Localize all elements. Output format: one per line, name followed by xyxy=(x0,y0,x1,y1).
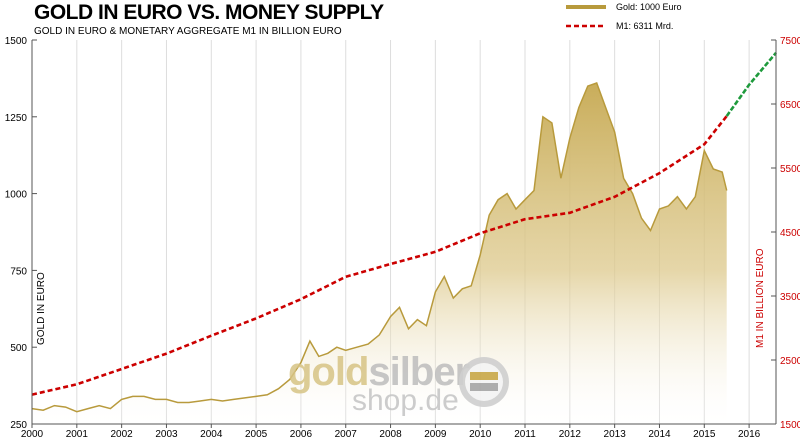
x-tick-label: 2005 xyxy=(245,429,268,438)
x-tick-label: 2016 xyxy=(738,429,761,438)
legend-label-m1: M1: 6311 Mrd. xyxy=(616,21,673,31)
gold-line xyxy=(31,82,728,413)
x-tick-label: 2012 xyxy=(559,429,582,438)
y2-tick-label: 5500 xyxy=(780,164,800,175)
y-tick-label: 250 xyxy=(10,420,27,431)
watermark-brand-a: gold xyxy=(288,350,369,394)
y2-tick-label: 7500 xyxy=(780,36,800,47)
y2-tick-label: 2500 xyxy=(780,356,800,367)
x-tick-label: 2009 xyxy=(424,429,447,438)
y-tick-label: 1250 xyxy=(5,113,28,124)
x-tick-label: 2003 xyxy=(155,429,178,438)
y-tick-label: 1500 xyxy=(5,36,28,47)
watermark-brand: goldsilber xyxy=(288,350,470,395)
watermark-domain: shop.de xyxy=(352,384,459,417)
x-tick-label: 2006 xyxy=(290,429,313,438)
legend-label-gold: Gold: 1000 Euro xyxy=(616,2,682,12)
x-tick-label: 2004 xyxy=(200,429,223,438)
x-tick-label: 2013 xyxy=(604,429,627,438)
x-tick-label: 2014 xyxy=(648,429,671,438)
watermark-emblem xyxy=(459,357,509,407)
x-tick-label: 2010 xyxy=(469,429,492,438)
y-tick-label: 500 xyxy=(10,343,27,354)
y-axis-title: GOLD IN EURO xyxy=(36,272,47,345)
m1-line xyxy=(31,115,728,396)
chart-title: GOLD IN EURO VS. MONEY SUPPLY xyxy=(34,1,384,24)
y-tick-label: 750 xyxy=(10,266,27,277)
x-tick-label: 2001 xyxy=(66,429,89,438)
y2-tick-label: 1500 xyxy=(780,420,800,431)
y2-tick-label: 4500 xyxy=(780,228,800,239)
x-tick-label: 2002 xyxy=(111,429,134,438)
watermark-brand-b: silber xyxy=(368,350,470,394)
x-tick-label: 2011 xyxy=(514,429,536,438)
chart-subtitle: GOLD IN EURO & MONETARY AGGREGATE M1 IN … xyxy=(34,26,342,37)
x-tick-label: 2008 xyxy=(379,429,402,438)
y-tick-label: 1000 xyxy=(5,190,28,201)
y2-tick-label: 6500 xyxy=(780,100,800,111)
m1-forecast-line xyxy=(725,51,777,117)
x-tick-label: 2007 xyxy=(335,429,358,438)
x-tick-label: 2000 xyxy=(21,429,44,438)
y2-tick-label: 3500 xyxy=(780,292,800,303)
gold-area xyxy=(32,83,727,424)
y2-axis-title: M1 IN BILLION EURO xyxy=(755,248,766,348)
x-tick-label: 2015 xyxy=(693,429,716,438)
